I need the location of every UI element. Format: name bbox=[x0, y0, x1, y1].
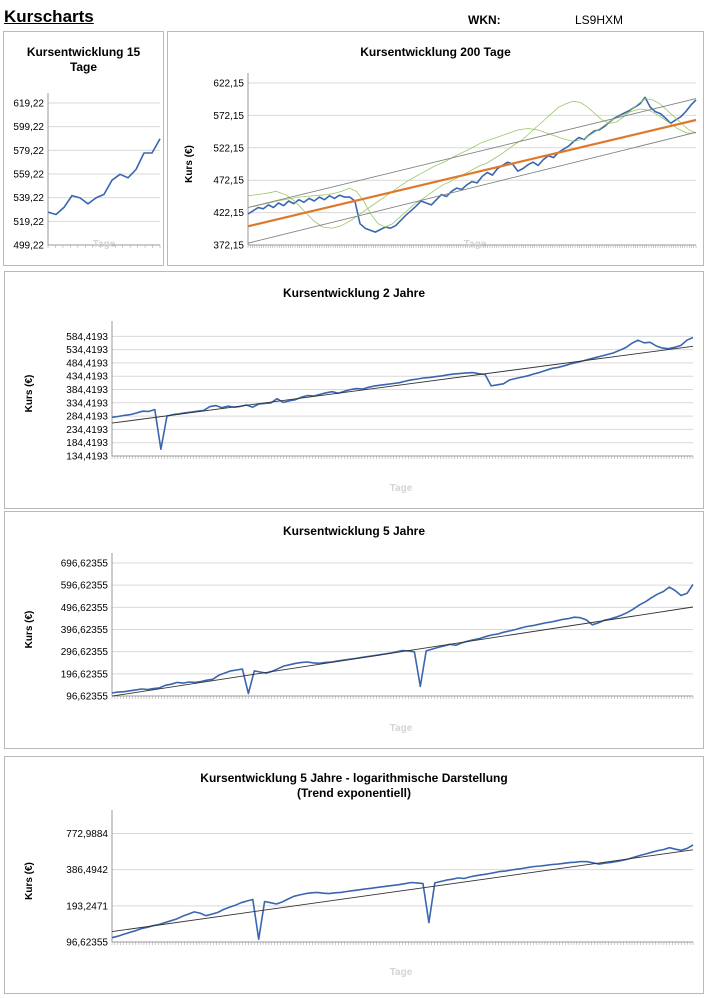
y-tick-label: 622,15 bbox=[213, 79, 244, 90]
y-tick-label: 386,4942 bbox=[66, 865, 108, 876]
chart-title-line: Kursentwicklung 15 bbox=[26, 45, 141, 59]
y-tick-label: 534,4193 bbox=[66, 345, 108, 356]
y-tick-label: 396,62355 bbox=[61, 625, 109, 636]
chart-5-years: 696,62355 596,62355 496,62355 396,62355 296,… bbox=[24, 553, 694, 734]
y-tick-label: 599,22 bbox=[13, 122, 44, 133]
y-tick-label: 134,4193 bbox=[66, 452, 108, 463]
y-tick-label: 193,2471 bbox=[66, 901, 108, 912]
y-tick-label: 372,15 bbox=[213, 241, 244, 252]
y-tick-label: 519,22 bbox=[13, 217, 44, 228]
chart-title: Kursentwicklung 5 Jahre bbox=[5, 524, 703, 539]
chart-panel-15-days: Kursentwicklung 15 Tage 619,22 599,22 579,… bbox=[3, 31, 164, 266]
x-axis-label: Tage bbox=[390, 483, 413, 494]
y-tick-label: 539,22 bbox=[13, 193, 44, 204]
y-tick-label: 596,62355 bbox=[61, 581, 109, 592]
y-tick-label: 619,22 bbox=[13, 99, 44, 110]
series-line-trend bbox=[111, 849, 694, 933]
chart-title-line: (Trend exponentiell) bbox=[296, 786, 411, 800]
y-axis-label: Kurs (€) bbox=[24, 375, 35, 413]
y-tick-label: 196,62355 bbox=[61, 669, 109, 680]
y-tick-label: 579,22 bbox=[13, 146, 44, 157]
chart-panel-200-days: Kursentwicklung 200 Tage 622,15 572,15 522… bbox=[167, 31, 704, 266]
chart-title: Kursentwicklung 5 Jahre - logarithmische… bbox=[5, 771, 703, 801]
chart-15-days: 619,22 599,22 579,22 559,22 539,22 519,22 499,… bbox=[13, 93, 161, 252]
y-tick-label: 284,4193 bbox=[66, 412, 108, 423]
y-axis-label: Kurs (€) bbox=[24, 862, 35, 900]
series-line-trend bbox=[111, 345, 694, 424]
chart-title-line: Kursentwicklung 2 Jahre bbox=[282, 286, 426, 300]
series-line-trend bbox=[111, 606, 694, 697]
y-tick-label: 384,4193 bbox=[66, 385, 108, 396]
y-tick-label: 434,4193 bbox=[66, 372, 108, 383]
y-tick-label: 234,4193 bbox=[66, 425, 108, 436]
wkn-value: LS9HXM bbox=[575, 13, 624, 27]
y-tick-label: 96,62355 bbox=[66, 938, 108, 949]
chart-200-days: 622,15 572,15 522,15 472,15 422,15 372,15 Kurs… bbox=[184, 73, 697, 252]
y-tick-label: 184,4193 bbox=[66, 438, 108, 449]
chart-panel-5-years-log: Kursentwicklung 5 Jahre - logarithmische… bbox=[4, 756, 704, 994]
series-line-ma_fast bbox=[247, 98, 697, 228]
y-tick-label: 96,62355 bbox=[66, 692, 108, 703]
y-tick-label: 696,62355 bbox=[61, 559, 109, 570]
series-line-price bbox=[111, 844, 694, 940]
chart-title: Kursentwicklung 2 Jahre bbox=[5, 286, 703, 301]
y-tick-label: 296,62355 bbox=[61, 647, 109, 658]
y-tick-label: 496,62355 bbox=[61, 603, 109, 614]
y-tick-label: 522,15 bbox=[213, 143, 244, 154]
page-title: Kurscharts bbox=[4, 7, 94, 26]
chart-panel-2-years: Kursentwicklung 2 Jahre 584,4193 534,4193… bbox=[4, 271, 704, 509]
chart-5-years-log: 772,9884 386,4942 193,2471 96,62355 Kurs (€)… bbox=[24, 810, 694, 978]
x-axis-label: Tage bbox=[390, 967, 413, 978]
y-tick-label: 772,9884 bbox=[66, 829, 108, 840]
series-line-s0 bbox=[47, 138, 161, 216]
x-axis-label: Tage bbox=[93, 239, 116, 250]
chart-2-years: 584,4193 534,4193 484,4193 434,4193 384,4193… bbox=[24, 321, 694, 494]
y-tick-label: 472,15 bbox=[213, 176, 244, 187]
x-axis-label: Tage bbox=[464, 239, 487, 250]
chart-title-line: Kursentwicklung 5 Jahre bbox=[282, 524, 426, 538]
chart-panel-5-years: Kursentwicklung 5 Jahre 696,62355 596,623… bbox=[4, 511, 704, 749]
y-tick-label: 559,22 bbox=[13, 170, 44, 181]
series-line-ma_slow bbox=[247, 108, 696, 229]
chart-title-line: Tage bbox=[69, 60, 98, 74]
y-axis-label: Kurs (€) bbox=[24, 611, 35, 649]
y-tick-label: 499,22 bbox=[13, 241, 44, 252]
series-line-channel_upper bbox=[247, 98, 697, 208]
x-axis-label: Tage bbox=[390, 723, 413, 734]
series-line-price bbox=[247, 96, 697, 233]
y-tick-label: 334,4193 bbox=[66, 398, 108, 409]
series-line-price bbox=[111, 583, 694, 695]
series-line-trend bbox=[247, 118, 697, 228]
y-tick-label: 422,15 bbox=[213, 208, 244, 219]
y-axis-label: Kurs (€) bbox=[184, 145, 195, 183]
y-tick-label: 572,15 bbox=[213, 111, 244, 122]
series-line-channel_lower bbox=[247, 131, 697, 244]
chart-title: Kursentwicklung 200 Tage bbox=[168, 45, 703, 60]
chart-title-line: Kursentwicklung 5 Jahre - logarithmische… bbox=[200, 771, 508, 785]
y-tick-label: 584,4193 bbox=[66, 332, 108, 343]
series-line-price bbox=[111, 336, 694, 450]
y-tick-label: 484,4193 bbox=[66, 358, 108, 369]
chart-title: Kursentwicklung 15 Tage bbox=[4, 45, 163, 75]
wkn-label: WKN: bbox=[468, 13, 501, 27]
chart-title-line: Kursentwicklung 200 Tage bbox=[360, 45, 511, 59]
